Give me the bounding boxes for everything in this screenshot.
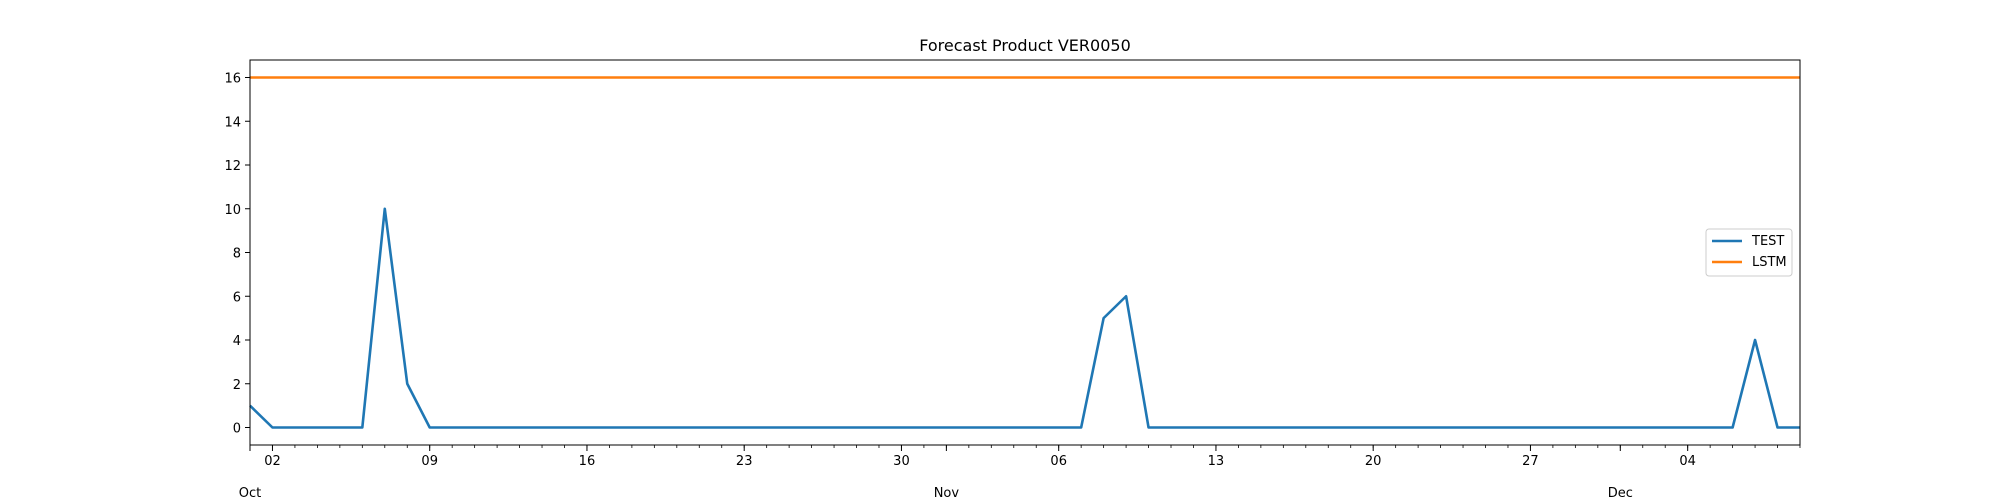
x-month-label: Dec bbox=[1608, 486, 1633, 500]
x-tick-label: 09 bbox=[421, 454, 438, 469]
y-tick-label: 12 bbox=[224, 159, 241, 174]
x-month-label: Oct bbox=[239, 486, 261, 500]
x-tick-label: 06 bbox=[1050, 454, 1067, 469]
x-tick-label: 16 bbox=[579, 454, 596, 469]
y-tick-label: 6 bbox=[233, 290, 241, 305]
chart-title: Forecast Product VER0050 bbox=[919, 36, 1131, 55]
y-tick-label: 2 bbox=[233, 378, 241, 393]
x-tick-label: 04 bbox=[1679, 454, 1696, 469]
y-tick-label: 4 bbox=[233, 334, 241, 349]
x-month-label: Nov bbox=[934, 486, 960, 500]
legend-label-lstm: LSTM bbox=[1752, 255, 1787, 270]
x-tick-label: 13 bbox=[1208, 454, 1225, 469]
x-tick-label: 02 bbox=[264, 454, 281, 469]
x-tick-label: 23 bbox=[736, 454, 753, 469]
plot-frame bbox=[249, 59, 1801, 446]
y-tick-label: 14 bbox=[224, 115, 241, 130]
series-line-test bbox=[249, 207, 1800, 429]
x-tick-label: 20 bbox=[1365, 454, 1382, 469]
y-tick-label: 0 bbox=[233, 422, 241, 437]
x-tick-label: 27 bbox=[1522, 454, 1539, 469]
y-tick-label: 16 bbox=[224, 72, 241, 87]
x-tick-label: 30 bbox=[893, 454, 910, 469]
legend: TEST LSTM bbox=[1705, 228, 1793, 277]
y-tick-label: 8 bbox=[233, 247, 241, 262]
legend-label-test: TEST bbox=[1751, 234, 1784, 249]
y-tick-label: 10 bbox=[224, 203, 241, 218]
